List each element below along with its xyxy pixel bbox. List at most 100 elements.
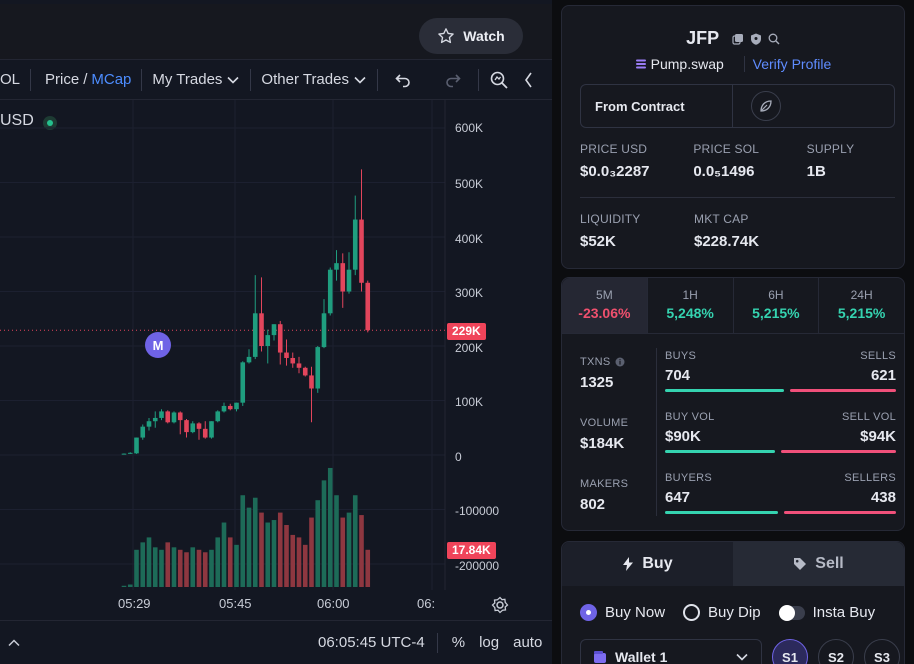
chevron-up-icon[interactable] xyxy=(6,635,22,651)
candle-body[interactable] xyxy=(277,324,283,353)
candle-body[interactable] xyxy=(177,412,183,421)
contract-action-button[interactable] xyxy=(751,91,781,121)
tab-24h[interactable]: 24H 5,215% xyxy=(837,288,886,321)
volume-bar xyxy=(334,495,339,587)
migration-marker[interactable]: M xyxy=(145,332,171,358)
candle-body[interactable] xyxy=(290,357,296,364)
percent-scale-button[interactable]: % xyxy=(451,634,466,651)
candle-body[interactable] xyxy=(227,405,233,410)
candle-body[interactable] xyxy=(334,263,339,270)
candle-body[interactable] xyxy=(215,411,221,422)
copy-icon[interactable] xyxy=(732,33,744,45)
buy-dip-radio[interactable]: Buy Dip xyxy=(683,604,761,621)
candle-body[interactable] xyxy=(284,352,289,358)
tab-5m[interactable]: 5M -23.06% xyxy=(562,278,648,333)
candle-body[interactable] xyxy=(265,335,271,346)
candle-body[interactable] xyxy=(184,420,189,433)
token-name: JFP xyxy=(686,28,719,48)
candlestick-chart[interactable] xyxy=(0,100,552,590)
leaf-icon xyxy=(760,100,772,112)
candle-body[interactable] xyxy=(327,269,333,314)
clock-readout: 06:05:45 UTC-4 xyxy=(318,634,425,651)
auto-scale-button[interactable]: auto xyxy=(513,634,543,651)
currency-toggle[interactable]: OL xyxy=(0,60,30,99)
chevron-down-icon xyxy=(736,653,748,661)
stat-liquidity: LIQUIDITY $52K xyxy=(580,212,641,250)
candle-body[interactable] xyxy=(190,423,196,433)
mcap-option[interactable]: MCap xyxy=(91,71,132,88)
candle-body[interactable] xyxy=(209,421,214,438)
candle-body[interactable] xyxy=(134,437,139,454)
candle-body[interactable] xyxy=(259,313,264,346)
candle-body[interactable] xyxy=(352,219,358,270)
candle-body[interactable] xyxy=(152,417,158,422)
candle-body[interactable] xyxy=(127,452,133,454)
volume-bar xyxy=(252,497,258,587)
candle-body[interactable] xyxy=(346,269,352,292)
undo-button[interactable] xyxy=(378,60,428,99)
token-info-card: JFP Pump.swap Verify Profile From Contra… xyxy=(561,5,905,269)
volume-bar xyxy=(140,542,146,587)
stat-supply: SUPPLY 1B xyxy=(806,142,855,180)
candle-body[interactable] xyxy=(146,421,152,427)
candle-body[interactable] xyxy=(296,363,302,368)
candle-body[interactable] xyxy=(359,219,364,283)
candle-body[interactable] xyxy=(315,347,321,389)
candle-body[interactable] xyxy=(252,313,258,357)
tab-6h[interactable]: 6H 5,215% xyxy=(734,278,820,333)
wallet-slot-s1[interactable]: S1 xyxy=(772,639,808,664)
wallet-select[interactable]: Wallet 1 xyxy=(580,639,762,664)
buy-now-radio[interactable]: Buy Now xyxy=(580,604,665,621)
candle-body[interactable] xyxy=(140,426,146,438)
candle-body[interactable] xyxy=(246,356,252,363)
candle-body[interactable] xyxy=(365,282,371,331)
verify-profile-link[interactable]: Verify Profile xyxy=(743,56,832,72)
candle-body[interactable] xyxy=(302,367,308,376)
candle-body[interactable] xyxy=(309,375,314,389)
zoom-search-button[interactable] xyxy=(479,60,519,99)
candle-body[interactable] xyxy=(159,411,164,418)
toolbar-divider xyxy=(141,68,143,91)
tab-1h[interactable]: 1H 5,248% xyxy=(648,278,734,333)
token-stats-row-1: PRICE USD $0.0₃2287 PRICE SOL 0.0₅1496 S… xyxy=(580,142,895,180)
candle-body[interactable] xyxy=(165,411,171,423)
price-mcap-toggle[interactable]: Price / MCap xyxy=(31,60,141,99)
chevron-down-icon xyxy=(227,76,239,84)
tab-sell[interactable]: Sell xyxy=(733,542,904,586)
platform-link[interactable]: Pump.swap xyxy=(650,56,724,72)
price-axis-label: 0 xyxy=(455,450,462,464)
redo-button[interactable] xyxy=(428,60,478,99)
search-icon[interactable] xyxy=(768,33,780,45)
ratio-bar xyxy=(665,389,896,392)
candle-body[interactable] xyxy=(196,423,202,429)
volume-bar xyxy=(184,552,189,587)
settings-icon[interactable] xyxy=(491,596,509,614)
info-icon[interactable] xyxy=(615,357,625,367)
candle-body[interactable] xyxy=(240,362,246,403)
price-axis-label: -100000 xyxy=(455,504,500,518)
volume-bar xyxy=(209,549,214,587)
candle-body[interactable] xyxy=(340,263,346,292)
volume-bar xyxy=(340,517,346,587)
candle-body[interactable] xyxy=(234,402,239,410)
other-trades-dropdown[interactable]: Other Trades xyxy=(251,60,377,99)
candle-body[interactable] xyxy=(221,405,227,412)
price-option[interactable]: Price xyxy=(45,71,80,88)
ratio-bar xyxy=(665,450,896,453)
shield-icon[interactable] xyxy=(750,33,762,46)
candle-body[interactable] xyxy=(202,428,208,438)
candle-body[interactable] xyxy=(321,313,327,348)
sell-segment xyxy=(790,389,896,392)
watch-button[interactable]: Watch xyxy=(419,18,523,54)
tab-buy[interactable]: Buy xyxy=(562,542,733,586)
candle-body[interactable] xyxy=(271,324,277,336)
collapse-button[interactable] xyxy=(519,60,537,99)
wallet-slot-s2[interactable]: S2 xyxy=(818,639,854,664)
candle-body[interactable] xyxy=(121,453,127,455)
my-trades-dropdown[interactable]: My Trades xyxy=(142,60,250,99)
log-scale-button[interactable]: log xyxy=(479,634,500,651)
metric-row-makers: MAKERS 802 BUYERS SELLERS 647 438 xyxy=(580,472,896,514)
candle-body[interactable] xyxy=(171,412,177,423)
wallet-slot-s3[interactable]: S3 xyxy=(864,639,900,664)
insta-buy-toggle[interactable]: Insta Buy xyxy=(778,604,875,621)
